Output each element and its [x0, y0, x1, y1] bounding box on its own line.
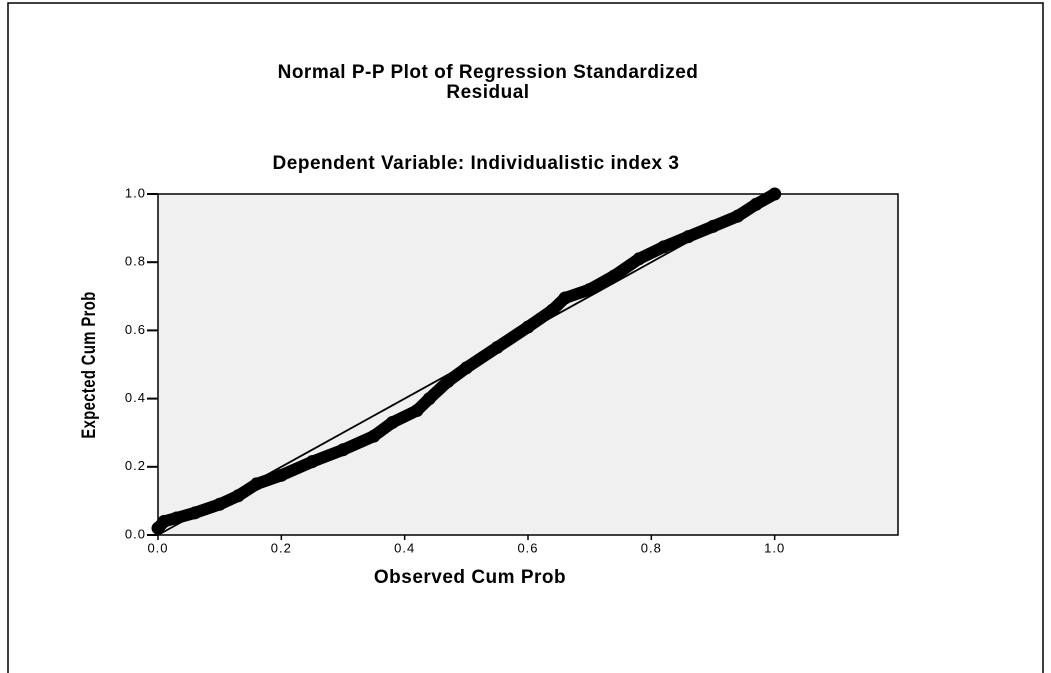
y-tick-label: 0.0: [125, 526, 146, 541]
y-axis-label: Expected Cum Prob: [78, 291, 99, 438]
data-point: [274, 468, 288, 482]
data-point: [490, 340, 504, 354]
data-point: [367, 429, 381, 443]
y-tick-label: 1.0: [125, 185, 146, 200]
data-point: [558, 291, 572, 305]
data-point: [250, 477, 264, 491]
data-point: [632, 252, 646, 266]
x-tick-label: 0.2: [271, 540, 292, 555]
y-tick-label: 0.4: [125, 390, 146, 405]
x-tick-label: 0.0: [147, 540, 168, 555]
data-point: [607, 269, 621, 283]
data-point: [441, 375, 455, 389]
data-point: [768, 187, 782, 201]
data-point: [305, 455, 319, 469]
data-point: [385, 415, 399, 429]
data-point: [657, 240, 671, 254]
data-point: [706, 219, 720, 233]
y-tick-label: 0.8: [125, 254, 146, 269]
chart-title: Residual: [446, 82, 529, 103]
data-point: [336, 443, 350, 457]
data-point: [731, 209, 745, 223]
data-point: [231, 489, 245, 503]
data-point: [188, 506, 202, 520]
data-point: [521, 320, 535, 334]
x-tick-label: 0.4: [394, 540, 415, 555]
x-axis-label: Observed Cum Prob: [374, 567, 566, 588]
data-point: [157, 514, 171, 528]
x-tick-label: 0.8: [641, 540, 662, 555]
x-tick-label: 1.0: [764, 540, 785, 555]
data-point: [170, 511, 183, 525]
chart-subtitle: Dependent Variable: Individualistic inde…: [273, 153, 680, 174]
data-point: [459, 361, 473, 375]
x-tick-label: 0.6: [517, 540, 538, 555]
data-point: [213, 497, 227, 511]
data-point: [749, 197, 763, 211]
data-point: [681, 230, 695, 244]
data-point: [583, 282, 597, 296]
y-tick-label: 0.6: [125, 322, 146, 337]
data-point: [422, 392, 436, 406]
y-tick-label: 0.2: [125, 458, 146, 473]
data-point: [410, 404, 424, 418]
page-border: [7, 2, 1044, 673]
data-point: [546, 303, 560, 317]
chart-title: Normal P-P Plot of Regression Standardiz…: [278, 62, 699, 83]
